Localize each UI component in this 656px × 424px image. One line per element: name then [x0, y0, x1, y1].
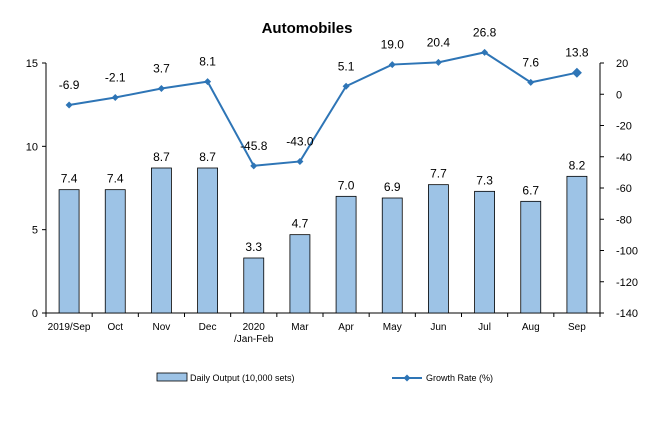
- category-label: May: [383, 322, 402, 333]
- category-label: 2020/Jan-Feb: [234, 322, 274, 345]
- legend: Daily Output (10,000 sets) Growth Rate (%…: [156, 372, 493, 383]
- bar: [289, 234, 311, 314]
- line-point: [65, 101, 73, 109]
- category-label: Apr: [338, 322, 354, 333]
- bar-value-label: 7.3: [476, 173, 493, 187]
- bar: [381, 197, 403, 314]
- left-tick-label: 5: [32, 225, 38, 237]
- category-label: Sep: [568, 322, 586, 333]
- category-label: Nov: [153, 322, 171, 333]
- category-label: Aug: [522, 322, 540, 333]
- line-value-label: 20.4: [427, 35, 451, 49]
- bar-value-label: 7.4: [61, 172, 78, 186]
- line-value-label: -2.1: [105, 71, 126, 85]
- line-value-label: -45.8: [240, 139, 268, 153]
- category-label: Mar: [291, 322, 309, 333]
- line-point: [434, 58, 442, 66]
- bar: [104, 189, 126, 314]
- line-value-label: 13.8: [565, 46, 589, 60]
- category-label: Jun: [430, 322, 446, 333]
- right-tick-label: -20: [616, 121, 632, 133]
- line-point: [157, 84, 165, 92]
- growth-rate-line: [68, 51, 578, 167]
- bar-value-label: 8.7: [153, 150, 170, 164]
- line-value-label: 26.8: [473, 25, 497, 39]
- line-point: [250, 162, 258, 170]
- bar-value-label: 6.7: [522, 183, 539, 197]
- bar: [520, 200, 542, 314]
- legend-bar-label: Daily Output (10,000 sets): [190, 373, 295, 383]
- category-label: Oct: [107, 322, 123, 333]
- line-value-label: 8.1: [199, 55, 216, 69]
- left-tick-label: 0: [32, 308, 38, 320]
- bar-value-label: 7.7: [430, 167, 447, 181]
- bar-value-label: 8.2: [569, 158, 586, 172]
- line-value-label: 5.1: [338, 59, 355, 73]
- line-value-label: 7.6: [522, 55, 539, 69]
- right-tick-label: -40: [616, 152, 632, 164]
- chart-title: Automobiles: [262, 20, 353, 37]
- right-tick-label: 20: [616, 58, 628, 70]
- bar: [335, 195, 357, 314]
- line-point: [204, 78, 212, 86]
- line-point: [111, 94, 119, 102]
- bar: [197, 167, 218, 314]
- right-tick-label: -100: [616, 246, 638, 258]
- legend-line-marker: [403, 374, 411, 382]
- bar-value-label: 7.4: [107, 172, 124, 186]
- line-point: [342, 82, 350, 90]
- right-tick-label: -60: [616, 183, 632, 195]
- right-tick-label: 0: [616, 89, 622, 101]
- bar: [58, 189, 80, 314]
- category-label: 2019/Sep: [48, 322, 91, 333]
- legend-line-label: Growth Rate (%): [426, 373, 493, 383]
- left-tick-label: 15: [26, 58, 38, 70]
- bar: [474, 190, 495, 314]
- right-tick-label: -140: [616, 308, 638, 320]
- bar: [151, 167, 172, 314]
- line-point: [296, 157, 304, 165]
- bar-value-label: 7.0: [338, 178, 355, 192]
- line-value-label: 3.7: [153, 61, 170, 75]
- right-tick-label: -80: [616, 214, 632, 226]
- right-tick-label: -120: [616, 277, 638, 289]
- bar: [428, 184, 449, 314]
- line-value-label: 19.0: [381, 38, 405, 52]
- bar-value-label: 4.7: [292, 217, 309, 231]
- bar-value-label: 3.3: [245, 240, 262, 254]
- line-value-label: -43.0: [286, 134, 314, 148]
- category-label: Dec: [199, 322, 217, 333]
- category-label: Jul: [478, 322, 491, 333]
- bar: [566, 175, 588, 314]
- line-point: [388, 61, 396, 69]
- line-value-label: -6.9: [59, 78, 80, 92]
- bar-value-label: 6.9: [384, 180, 401, 194]
- plot-area: 0 5 10 15 20 0 -20 -40 -60 -80 -100 -120 -140 7.4 7.4 8…: [26, 25, 638, 345]
- bar-value-label: 8.7: [199, 150, 216, 164]
- legend-bar-swatch: [156, 372, 188, 382]
- bar: [243, 257, 265, 314]
- line-point: [527, 78, 535, 86]
- line-point: [571, 67, 582, 78]
- left-tick-label: 10: [26, 141, 38, 153]
- line-point: [481, 48, 489, 56]
